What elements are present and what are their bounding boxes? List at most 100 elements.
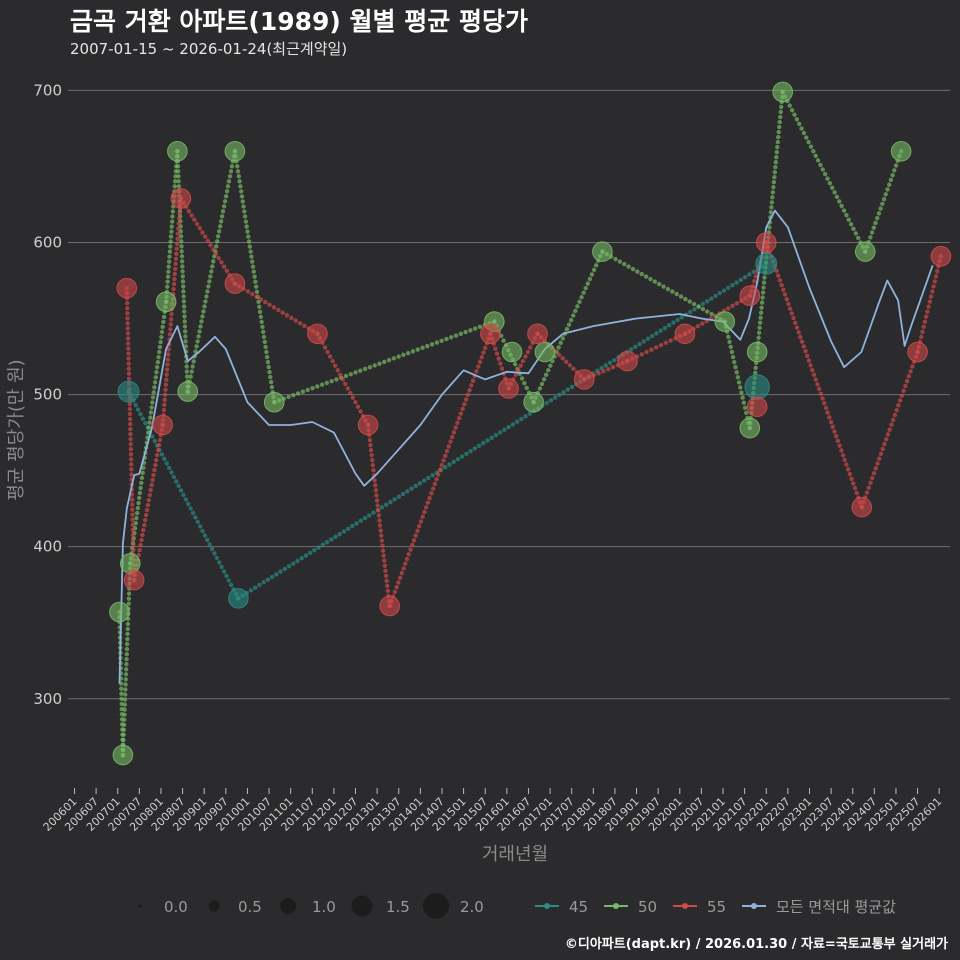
trend-dot-50 (202, 304, 207, 309)
trend-dot-50 (732, 359, 737, 365)
trend-dot-55 (125, 326, 131, 331)
trend-dot-50 (878, 206, 883, 211)
trend-dot-50 (818, 162, 823, 168)
trend-dot-55 (436, 472, 441, 477)
trend-dot-45 (510, 422, 516, 427)
point-50 (592, 241, 613, 262)
trend-dot-55 (127, 411, 133, 417)
trend-dot-45 (421, 478, 427, 483)
trend-dot-55 (866, 485, 871, 490)
point-50 (534, 341, 556, 363)
trend-dot-55 (130, 527, 136, 532)
trend-dot-45 (552, 395, 558, 400)
trend-dot-50 (429, 342, 435, 347)
trend-dot-55 (894, 407, 899, 413)
trend-dot-45 (666, 323, 672, 328)
trend-dot-45 (186, 501, 191, 507)
trend-dot-50 (247, 244, 253, 249)
trend-dot-50 (121, 727, 127, 733)
trend-dot-50 (249, 254, 254, 259)
trend-dot-45 (282, 566, 288, 572)
trend-dot-55 (845, 467, 851, 472)
trend-dot-50 (876, 211, 882, 216)
trend-dot-55 (465, 392, 471, 397)
point-50 (890, 140, 912, 162)
trend-dot-55 (784, 297, 789, 302)
trend-dot-55 (335, 368, 340, 373)
point-50 (224, 140, 246, 162)
trend-dot-55 (528, 345, 533, 350)
trend-dot-55 (293, 318, 298, 323)
trend-dot-50 (153, 375, 158, 380)
trend-dot-50 (205, 289, 210, 294)
trend-dot-55 (901, 388, 906, 393)
trend-dot-50 (148, 415, 153, 420)
trend-dot-50 (700, 306, 706, 312)
trend-dot-50 (167, 254, 172, 259)
trend-dot-50 (738, 385, 743, 390)
trend-dot-55 (125, 336, 131, 341)
trend-dot-50 (122, 702, 128, 707)
point-55 (573, 369, 595, 390)
trend-dot-50 (890, 172, 895, 178)
point-55 (755, 232, 777, 253)
trend-dot-55 (130, 517, 135, 522)
trend-dot-55 (873, 466, 878, 471)
trend-dot-50 (652, 279, 658, 284)
trend-dot-45 (612, 357, 617, 363)
trend-dot-55 (175, 236, 180, 241)
trend-dot-45 (178, 488, 184, 493)
trend-dot-55 (367, 437, 373, 443)
trend-dot-45 (171, 474, 177, 480)
trend-dot-55 (166, 347, 171, 352)
trend-dot-50 (696, 304, 701, 309)
trend-dot-55 (376, 508, 381, 513)
trend-dot-55 (822, 400, 827, 406)
trend-dot-55 (849, 476, 854, 481)
trend-dot-45 (742, 274, 748, 280)
point-55 (116, 277, 138, 299)
trend-dot-50 (639, 271, 644, 277)
trend-dot-50 (189, 369, 194, 374)
trend-dot-55 (131, 542, 136, 548)
trend-dot-55 (131, 547, 136, 553)
trend-dot-50 (181, 289, 186, 294)
trend-dot-55 (156, 442, 162, 448)
trend-dot-50 (195, 339, 200, 344)
trend-dot-50 (267, 369, 272, 375)
trend-dot-45 (417, 481, 423, 486)
trend-dot-50 (759, 300, 765, 305)
trend-dot-45 (200, 528, 205, 534)
trend-dot-50 (736, 380, 742, 385)
trend-dot-50 (468, 328, 473, 333)
trend-dot-55 (567, 363, 573, 368)
trend-dot-50 (219, 214, 225, 219)
trend-dot-55 (219, 260, 224, 265)
trend-dot-45 (675, 317, 680, 323)
trend-dot-55 (851, 481, 856, 486)
trend-dot-45 (367, 513, 372, 518)
trend-dot-55 (401, 566, 406, 571)
trend-dot-45 (704, 299, 710, 304)
trend-dot-50 (295, 391, 301, 396)
trend-dot-55 (128, 436, 133, 442)
trend-dot-45 (143, 420, 148, 426)
trend-dot-50 (215, 239, 220, 244)
trend-dot-55 (455, 420, 460, 426)
trend-dot-50 (626, 264, 631, 269)
trend-dot-55 (931, 284, 936, 289)
trend-dot-50 (813, 153, 818, 159)
trend-dot-45 (443, 465, 448, 470)
trend-dot-50 (176, 179, 181, 184)
trend-dot-55 (456, 416, 462, 421)
trend-dot-50 (630, 266, 636, 272)
trend-dot-50 (182, 324, 188, 329)
trend-dot-50 (825, 176, 830, 181)
trend-dot-55 (374, 493, 379, 498)
trend-dot-50 (775, 139, 780, 145)
trend-dot-55 (127, 406, 133, 412)
trend-dot-45 (226, 578, 231, 583)
trend-dot-45 (506, 424, 511, 430)
trend-dot-55 (825, 410, 830, 415)
trend-dot-50 (170, 214, 175, 219)
